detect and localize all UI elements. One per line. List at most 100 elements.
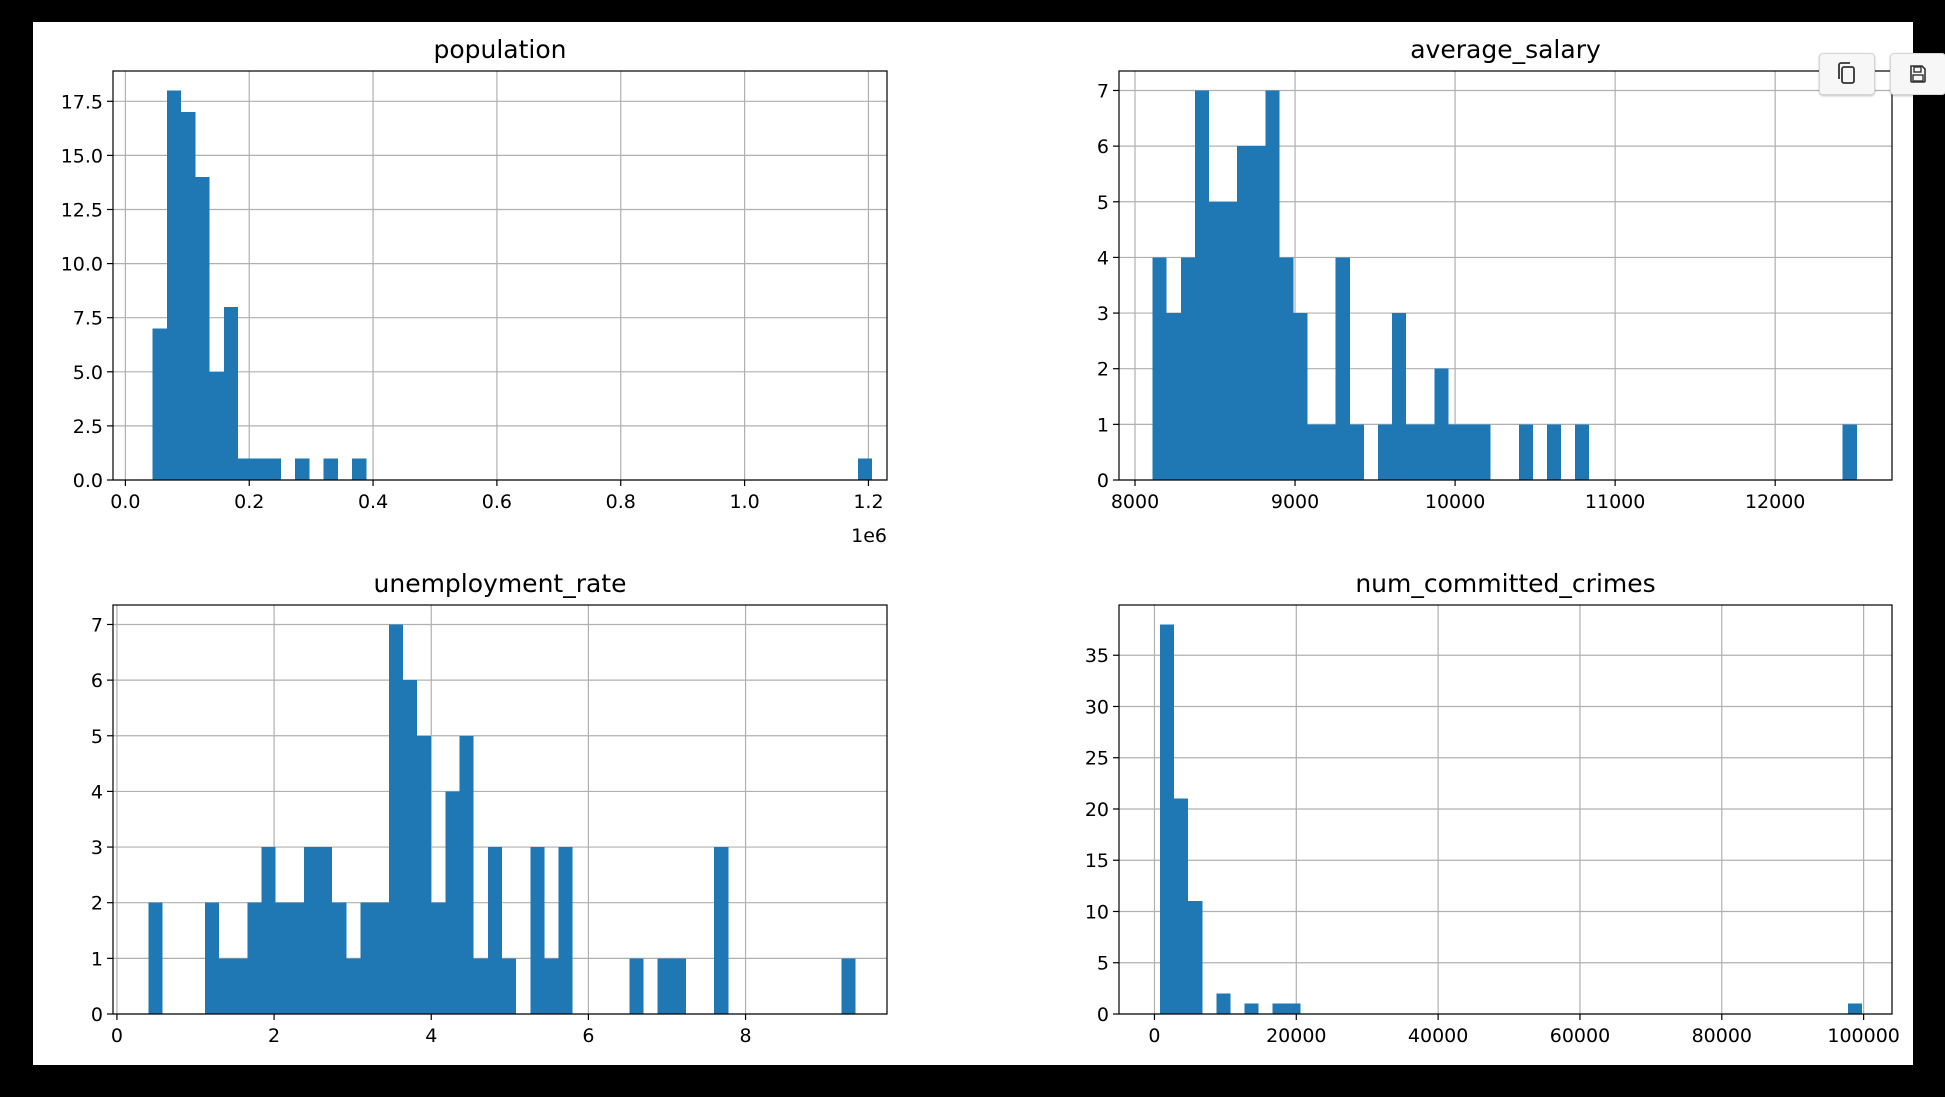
histogram-bar [431,902,446,1014]
x-tick-label: 100000 [1827,1025,1900,1047]
histogram-grid: 0.0 0.2 0.4 0.6 0.8 1.0 1.2 0.0 2.5 5.0 7.5 10.0 12.… [61,35,1900,1047]
histogram-bar [1180,257,1195,480]
histogram-bar [402,680,418,1014]
histogram-bar [558,847,573,1014]
histogram-bar [544,958,559,1014]
histogram-bar [841,958,856,1014]
histogram-bar [1272,1003,1287,1014]
x-tick-label: 4 [425,1025,437,1047]
y-tick-label: 25 [1085,748,1109,770]
histogram-bar [219,958,248,1014]
y-tick-label: 6 [91,670,103,692]
y-tick-label: 5 [1097,953,1109,975]
y-tick-label: 1 [1097,414,1109,436]
y-tick-label: 17.5 [61,91,103,113]
histogram-bar [501,958,517,1014]
histogram-bar [1223,201,1238,480]
y-tick-label: 2 [91,893,103,915]
histogram-bar [1476,424,1491,480]
histogram-bar [629,958,644,1014]
chart-title: num_committed_crimes [1355,569,1655,598]
histogram-bar [657,958,686,1014]
histogram-bar [1420,424,1435,480]
histogram-bar [1321,424,1336,480]
x-tick-label: 0.6 [482,491,512,513]
histogram-bar [352,458,367,480]
y-tick-label: 3 [1097,303,1109,325]
histogram-bar [530,847,545,1014]
y-tick-label: 12.5 [61,199,103,221]
y-tick-label: 7 [1097,80,1109,102]
chart-title: population [433,35,566,64]
y-tick-label: 4 [91,781,103,803]
histogram-bar [1166,313,1181,480]
histogram-bar [1216,993,1231,1014]
histogram-bar [857,458,873,480]
histogram-unemployment-rate: 0 2 4 6 8 0 1 2 3 4 5 6 7 unemployment_rate [91,569,888,1047]
histogram-bar [1160,624,1175,1014]
x-tick-label: 0.4 [358,491,388,513]
chart-title: average_salary [1410,35,1601,64]
x-tick-label: 40000 [1408,1025,1468,1047]
histogram-bar [1307,424,1322,480]
histogram-bar [445,791,460,1014]
histogram-bar [1448,424,1463,480]
histogram-bar [360,902,389,1014]
histogram-bar [1152,257,1167,480]
histogram-bar [252,458,267,480]
histogram-bar [1237,146,1252,481]
x-tick-label: 11000 [1585,491,1645,513]
x-tick-label: 8 [740,1025,752,1047]
y-tick-label: 10 [1085,901,1109,923]
y-tick-label: 0 [1097,470,1109,492]
x-tick-label: 1.2 [853,491,883,513]
histogram-bar [266,458,281,480]
histogram-bar [247,902,262,1014]
histogram-bar [1842,424,1857,480]
histogram-bar [275,902,304,1014]
histogram-bar [714,847,729,1014]
histogram-bar [1188,901,1203,1014]
y-tick-label: 35 [1085,645,1109,667]
histogram-bar [346,958,361,1014]
y-tick-label: 5 [1097,192,1109,214]
histogram-bar [261,847,276,1014]
y-tick-label: 5.0 [73,362,103,384]
histogram-bar [1286,1003,1301,1014]
histogram-bar [1251,146,1266,481]
x-tick-label: 0 [111,1025,123,1047]
x-tick-label: 0 [1148,1025,1160,1047]
x-tick-label: 0.2 [234,491,264,513]
histogram-bar [209,371,224,480]
copy-button[interactable] [1819,53,1875,95]
histogram-bar [1546,424,1562,480]
x-tick-label: 12000 [1745,491,1805,513]
histogram-bar [152,328,167,480]
x-tick-label: 10000 [1425,491,1485,513]
x-tick-label: 8000 [1111,491,1159,513]
x-tick-label: 60000 [1550,1025,1610,1047]
histogram-population: 0.0 0.2 0.4 0.6 0.8 1.0 1.2 0.0 2.5 5.0 7.5 10.0 12.… [61,35,888,547]
histogram-bar [204,902,220,1014]
copy-icon [1838,62,1855,84]
y-tick-label: 15 [1085,850,1109,872]
histogram-bar [332,902,347,1014]
save-button[interactable] [1890,53,1945,95]
y-tick-label: 20 [1085,799,1109,821]
x-tick-label: 2 [268,1025,280,1047]
y-tick-label: 15.0 [61,145,103,167]
histogram-bar [417,735,432,1014]
histogram-bar [1279,257,1294,480]
histogram-bar [487,847,502,1014]
histogram-average-salary: 8000 9000 10000 11000 12000 0 1 2 3 4 5 6 7 average_s… [1097,35,1893,513]
histogram-bar [1349,424,1364,480]
histogram-bar [303,847,333,1014]
y-tick-label: 6 [1097,136,1109,158]
histogram-bar [1434,368,1449,480]
histogram-bar [195,177,210,480]
histogram-bar [1848,1003,1863,1014]
histogram-bar [223,306,239,480]
histogram-bar [459,735,474,1014]
histogram-bar [1244,1003,1259,1014]
y-tick-label: 7.5 [73,308,103,330]
